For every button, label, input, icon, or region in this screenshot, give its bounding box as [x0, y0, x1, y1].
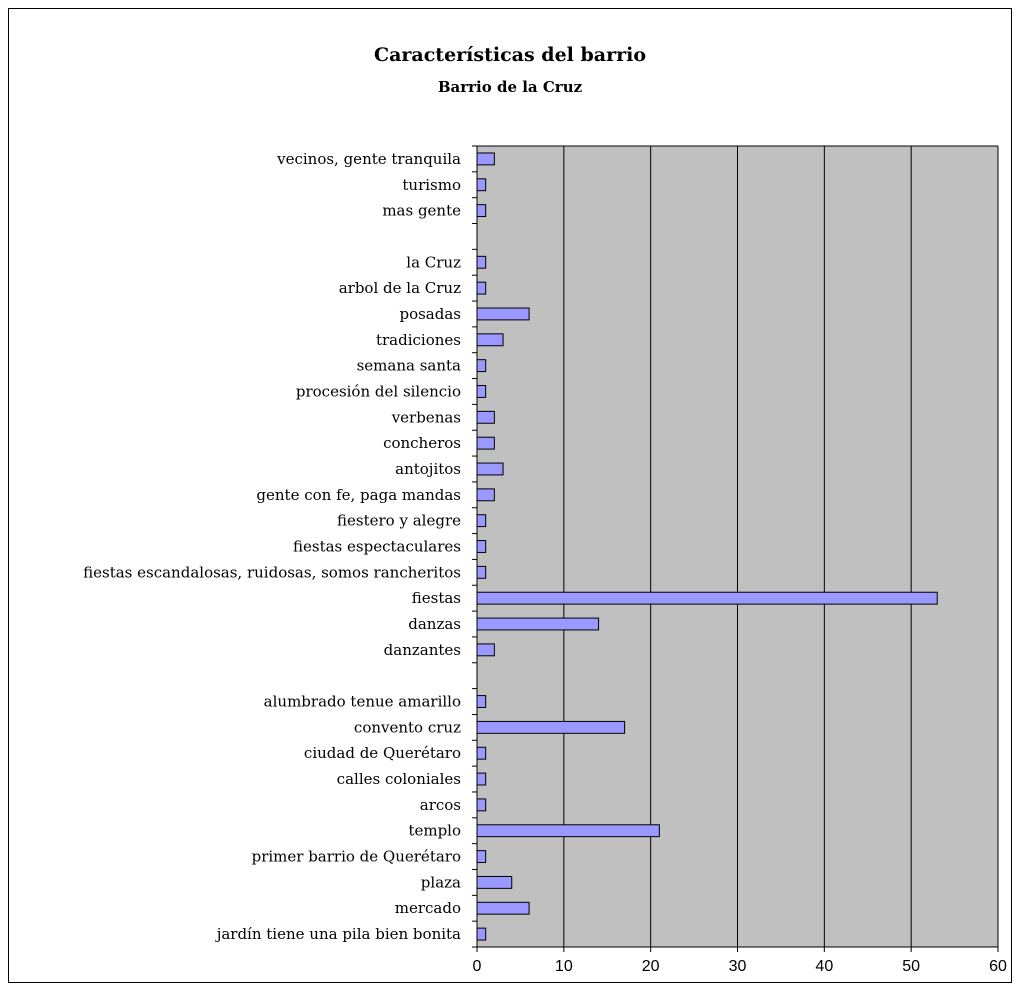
bar [476, 462, 504, 476]
bar [476, 746, 487, 760]
bar [476, 488, 495, 502]
category-label: verbenas [391, 408, 461, 426]
bar [476, 436, 495, 450]
bar [476, 850, 487, 864]
category-label: fiestero y alegre [337, 512, 461, 530]
category-label: convento cruz [354, 718, 461, 736]
category-label: tradiciones [376, 331, 461, 349]
bar [476, 333, 504, 347]
bar [476, 255, 487, 269]
category-label: danzantes [384, 641, 461, 659]
category-label: calles coloniales [337, 770, 461, 788]
x-tick-label: 0 [473, 958, 482, 975]
axes [472, 145, 999, 952]
chart-title: Características del barrio [373, 44, 646, 66]
bar [476, 385, 487, 398]
bar [476, 359, 487, 373]
category-label: alumbrado tenue amarillo [264, 693, 461, 711]
bar [476, 617, 600, 631]
category-label: mas gente [382, 202, 461, 220]
category-label: fiestas escandalosas, ruidosas, somos ra… [83, 563, 461, 581]
category-label: jardín tiene una pila bien bonita [215, 925, 461, 943]
category-label: turismo [402, 176, 461, 194]
x-tick-label: 40 [815, 958, 833, 975]
category-label: mercado [395, 899, 461, 917]
bar [476, 307, 530, 321]
bar [476, 281, 487, 295]
x-tick-labels: 0 10 20 30 40 50 60 [473, 958, 1007, 975]
bar [476, 901, 530, 915]
category-label: arcos [420, 796, 461, 814]
bar [476, 410, 495, 424]
category-label: la Cruz [406, 253, 461, 271]
category-label: arbol de la Cruz [339, 279, 461, 297]
category-label: templo [408, 822, 461, 840]
bar [476, 798, 487, 812]
x-tick-label: 30 [729, 958, 747, 975]
category-label: vecinos, gente tranquila [276, 150, 461, 168]
bar [476, 824, 660, 838]
x-tick-label: 50 [902, 958, 920, 975]
category-label: posadas [399, 305, 461, 323]
bar [476, 204, 487, 218]
x-tick-label: 10 [555, 958, 573, 975]
bar [476, 720, 626, 734]
category-label: plaza [421, 873, 461, 891]
bar [476, 152, 495, 166]
bar [476, 591, 938, 605]
category-label: fiestas espectaculares [293, 538, 461, 556]
category-label: fiestas [412, 589, 461, 607]
category-label: gente con fe, paga mandas [256, 486, 461, 504]
category-label: primer barrio de Querétaro [252, 848, 461, 866]
bar [476, 540, 487, 553]
bar [476, 695, 487, 708]
bar [476, 514, 487, 528]
category-label: antojitos [395, 460, 461, 478]
bar [476, 927, 487, 941]
category-label: ciudad de Querétaro [304, 744, 461, 762]
category-labels: vecinos, gente tranquila turismo mas gente… [83, 150, 461, 943]
category-label: semana santa [357, 357, 461, 375]
x-tick-label: 20 [642, 958, 660, 975]
bar [476, 643, 495, 657]
chart-subtitle: Barrio de la Cruz [437, 78, 583, 96]
bar [476, 565, 487, 579]
bar [476, 875, 513, 889]
bar [476, 178, 487, 192]
bar [476, 772, 487, 786]
category-label: concheros [383, 434, 461, 452]
x-tick-label: 60 [989, 958, 1007, 975]
bars [476, 152, 938, 941]
category-label: danzas [408, 615, 461, 633]
category-label: procesión del silencio [296, 382, 461, 400]
